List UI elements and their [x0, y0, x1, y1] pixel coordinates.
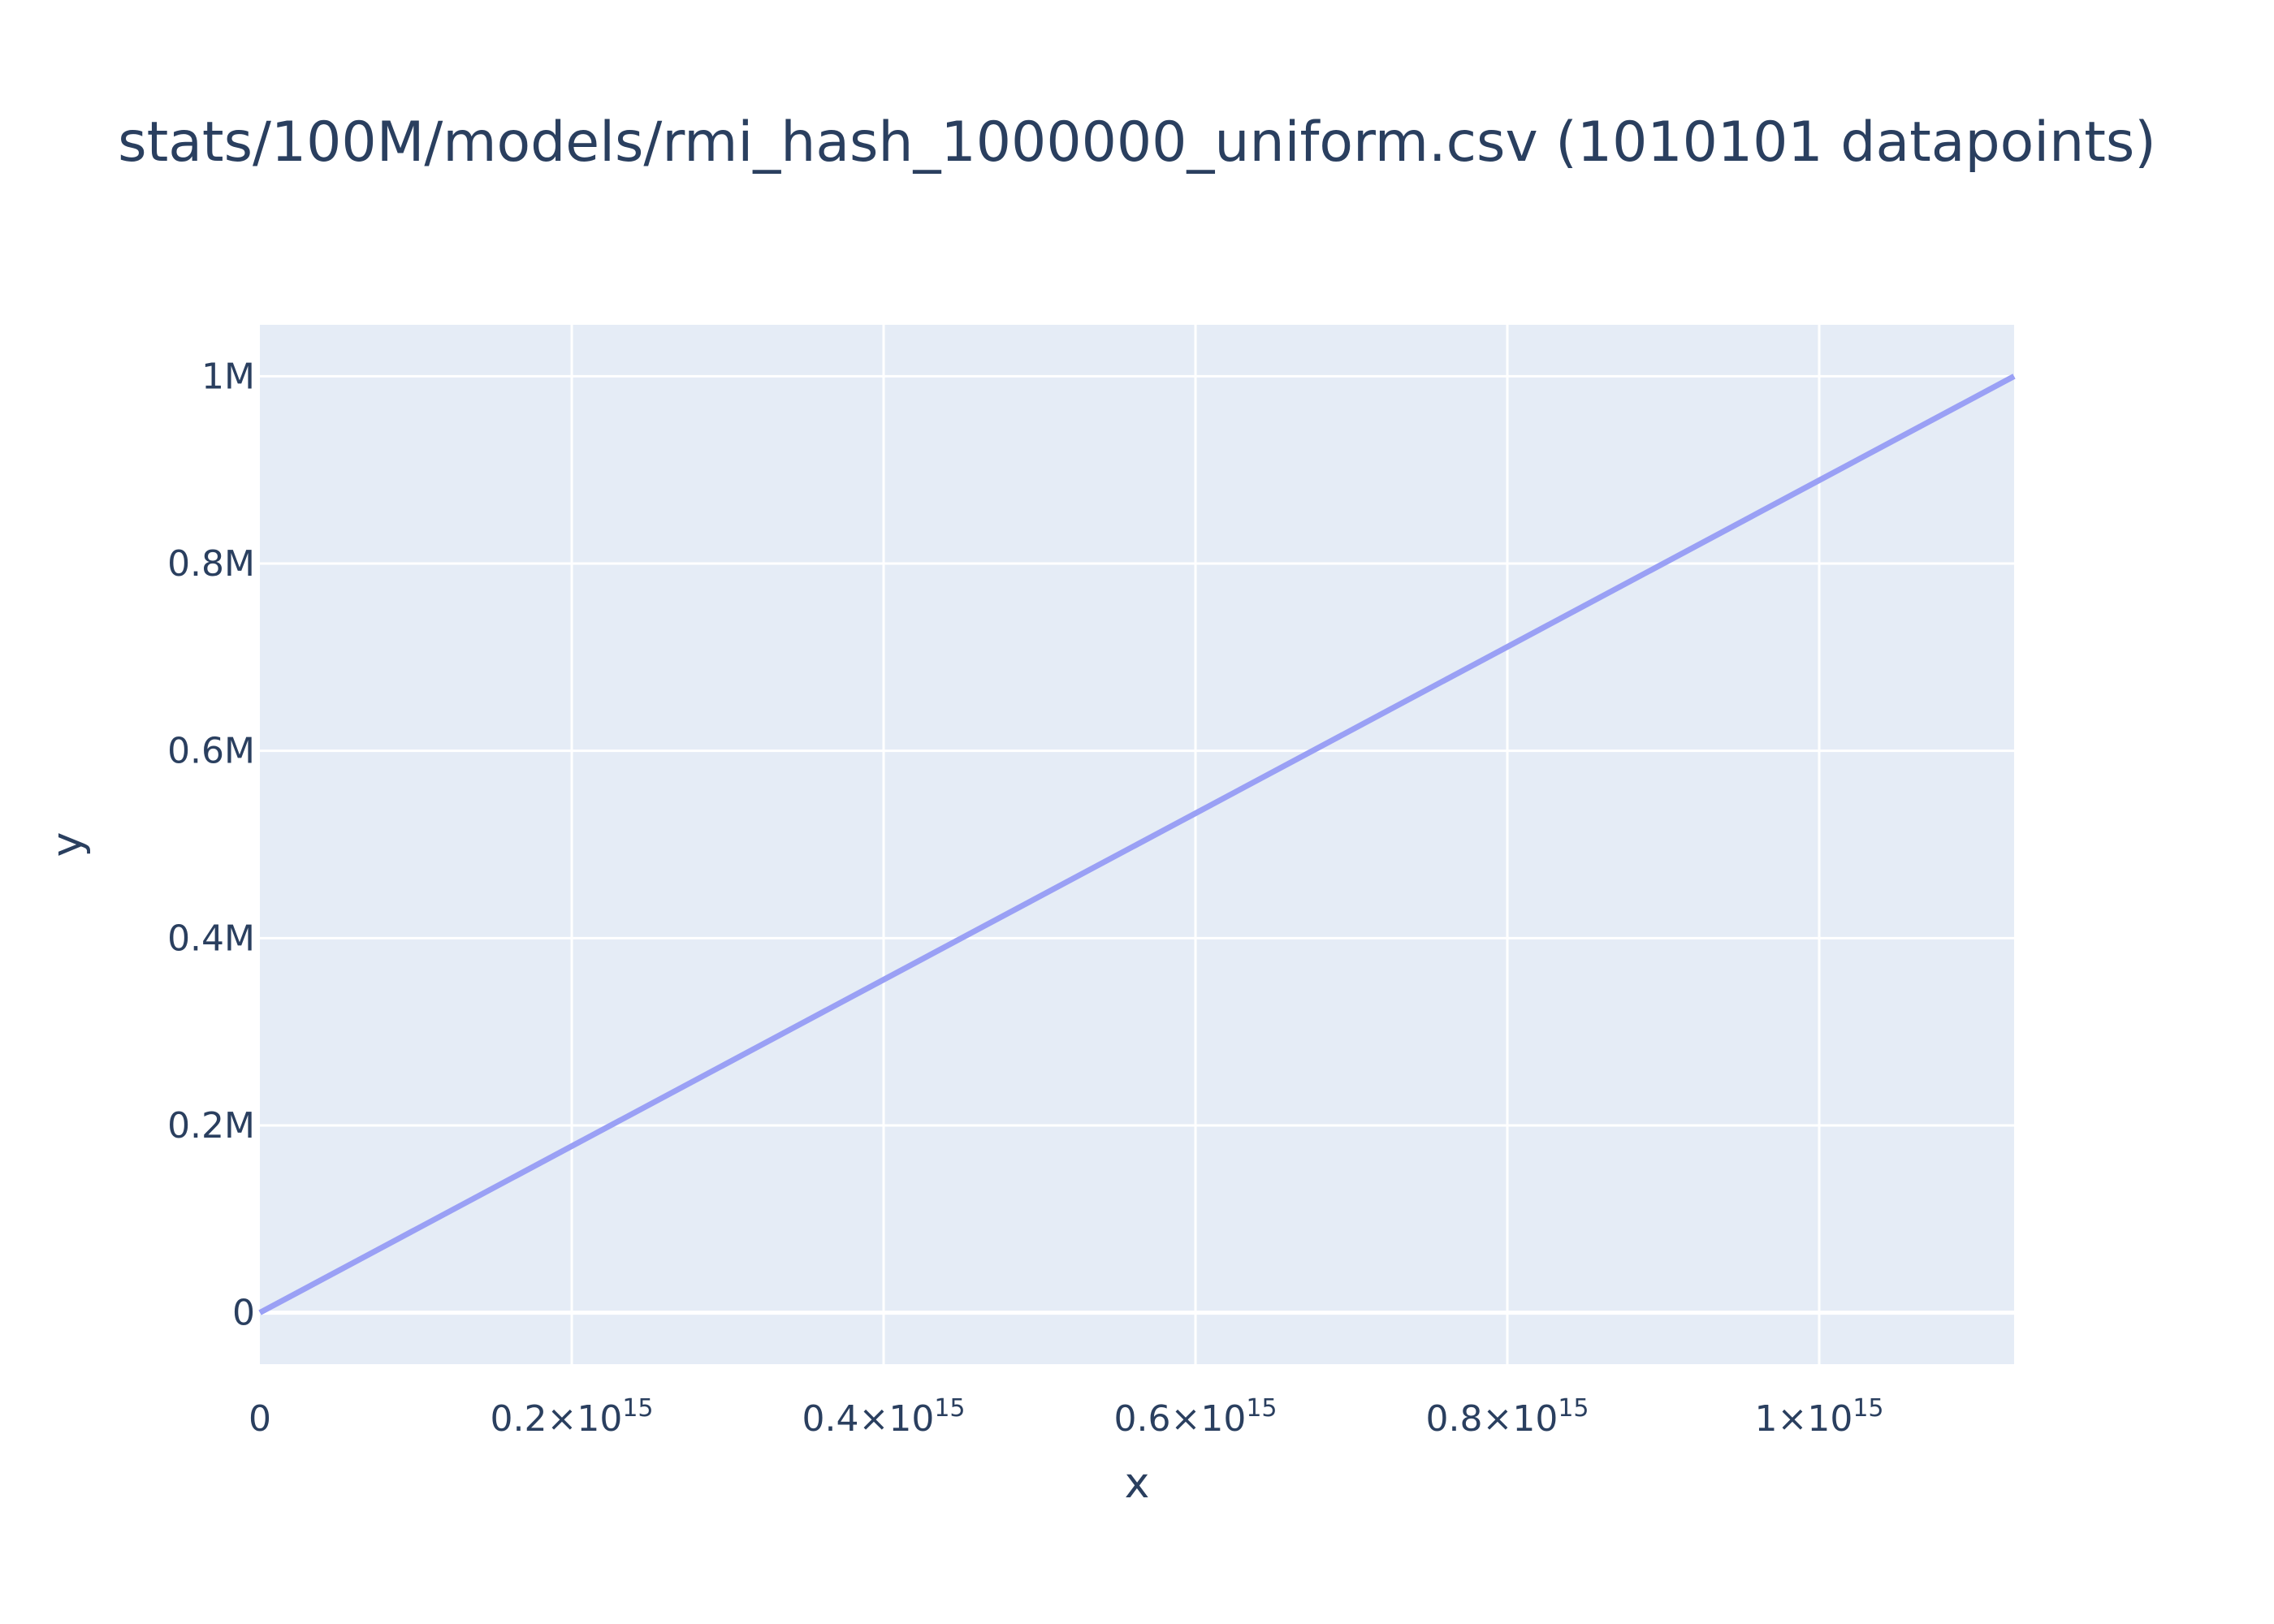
y-axis-title: y	[43, 832, 92, 857]
x-tick-label-3: 0.6×1015	[1113, 1394, 1277, 1440]
x-axis-title: x	[1125, 1459, 1150, 1508]
grid	[260, 325, 2014, 1364]
y-tick-label-2: 0.4M	[167, 918, 255, 959]
x-tick-label-0: 0	[249, 1398, 271, 1440]
x-tick-label-2: 0.4×1015	[802, 1394, 965, 1440]
series-layer	[258, 374, 2016, 1315]
chart-title: stats/100M/models/rmi_hash_1000000_unifo…	[118, 110, 2156, 175]
x-tick-label-1: 0.2×1015	[490, 1394, 653, 1440]
y-tick-label-1: 0.2M	[167, 1105, 255, 1147]
x-tick-label-5: 1×1015	[1754, 1394, 1883, 1440]
x-axis-ticks: 0 0.2×1015 0.4×1015 0.6×1015 0.8×1015 1×1015	[249, 1394, 1884, 1440]
x-tick-label-4: 0.8×1015	[1425, 1394, 1589, 1440]
series-line-0	[258, 374, 2016, 1315]
y-axis-ticks: 0 0.2M 0.4M 0.6M 0.8M 1M	[167, 356, 255, 1333]
y-tick-label-5: 1M	[201, 356, 255, 397]
y-tick-label-0: 0	[232, 1293, 255, 1334]
y-tick-label-3: 0.6M	[167, 731, 255, 772]
y-tick-label-4: 0.8M	[167, 543, 255, 585]
